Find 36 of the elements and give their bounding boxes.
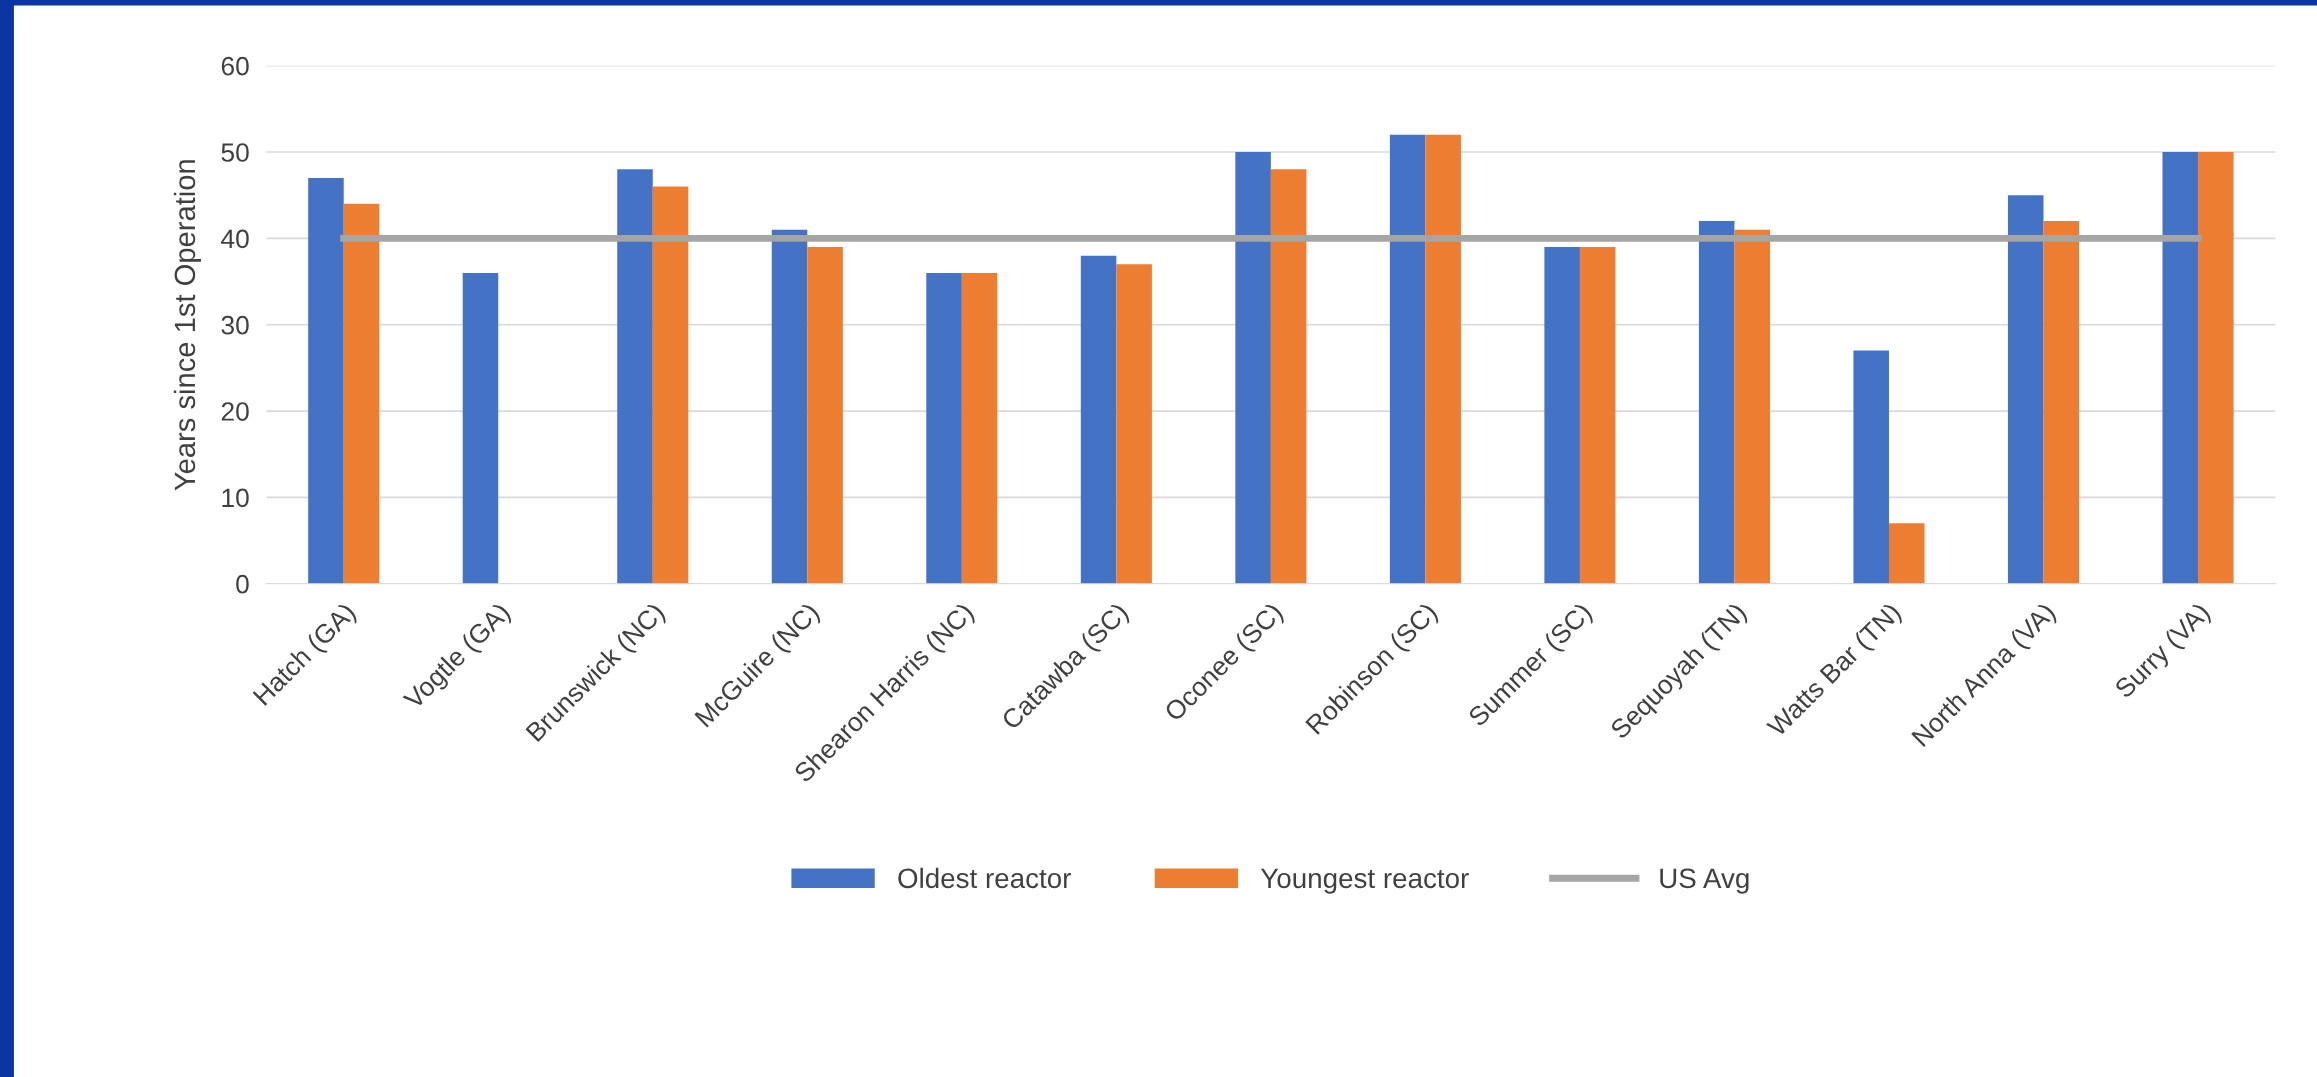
y-tick-label: 0 [236, 574, 249, 594]
bar [2162, 152, 2199, 584]
bar [652, 186, 689, 584]
bar [1579, 247, 1616, 584]
bar [2043, 221, 2080, 584]
y-tick-label: 30 [221, 315, 249, 335]
bar [1734, 229, 1770, 584]
bar [1853, 350, 1889, 584]
bar [771, 229, 808, 584]
legend-label: Oldest reactor [898, 867, 1071, 889]
bar [2007, 195, 2044, 584]
bar [1270, 169, 1307, 584]
y-tick-label: 20 [221, 402, 249, 421]
bar [1544, 247, 1580, 584]
bar [308, 177, 344, 584]
bar [1698, 221, 1735, 584]
legend-label: US Avg [1660, 868, 1749, 894]
bar [1235, 152, 1271, 584]
bar [1425, 134, 1461, 584]
bar [926, 272, 962, 584]
bar [2198, 152, 2234, 584]
bar [1116, 264, 1152, 584]
bar [462, 272, 499, 584]
bar [1080, 255, 1117, 584]
legend-label: Youngest reactor [1260, 868, 1469, 894]
y-tick-label: 40 [221, 229, 249, 249]
y-tick-label: 10 [222, 488, 249, 508]
bar [343, 203, 380, 584]
y-tick-label: 50 [221, 143, 249, 162]
bar [961, 272, 998, 584]
y-tick-label: 60 [221, 56, 249, 76]
bar [1389, 134, 1426, 584]
bar [1888, 523, 1925, 584]
y-axis-title: Years since 1st Operation [173, 160, 201, 491]
bar [807, 247, 843, 584]
bar [617, 169, 653, 584]
